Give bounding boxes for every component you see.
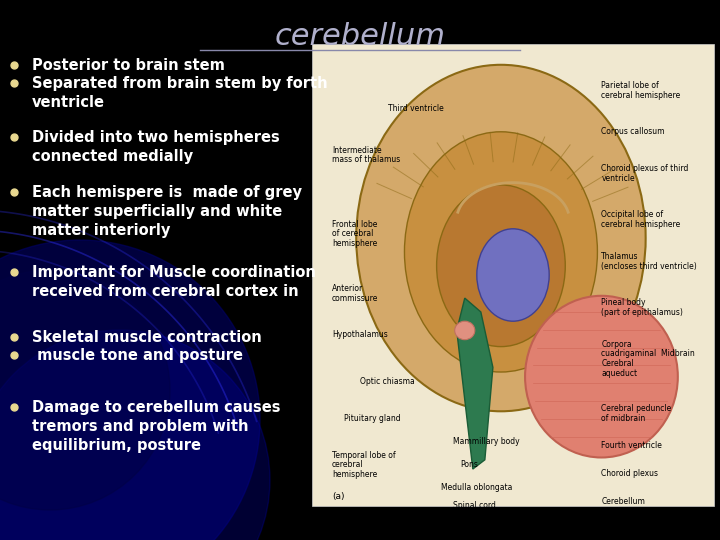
- Text: Pituitary gland: Pituitary gland: [344, 414, 401, 423]
- Text: Mammillary body: Mammillary body: [453, 437, 519, 445]
- Text: Skeletal muscle contraction: Skeletal muscle contraction: [32, 330, 262, 345]
- Text: Corpora
cuadrigaminal  Midbrain
Cerebral
aqueduct: Corpora cuadrigaminal Midbrain Cerebral …: [601, 340, 696, 378]
- Text: Pineal body
(part of epithalamus): Pineal body (part of epithalamus): [601, 298, 683, 317]
- Polygon shape: [456, 298, 493, 469]
- Text: Each hemispere is  made of grey
matter superficially and white
matter interiorly: Each hemispere is made of grey matter su…: [32, 185, 302, 238]
- Text: cerebellum: cerebellum: [274, 22, 446, 51]
- Text: Third ventricle: Third ventricle: [388, 104, 444, 113]
- Circle shape: [0, 240, 260, 540]
- Text: Spinal cord: Spinal cord: [453, 501, 495, 510]
- Text: (a): (a): [332, 492, 345, 501]
- Text: Anterior
commissure: Anterior commissure: [332, 284, 379, 303]
- Text: Corpus callosum: Corpus callosum: [601, 127, 665, 136]
- Ellipse shape: [477, 229, 549, 321]
- Text: Medulla oblongata: Medulla oblongata: [441, 483, 512, 492]
- Text: Posterior to brain stem: Posterior to brain stem: [32, 58, 225, 73]
- Bar: [312, 44, 714, 506]
- Text: Choroid plexus: Choroid plexus: [601, 469, 659, 478]
- Text: muscle tone and posture: muscle tone and posture: [32, 348, 243, 363]
- Text: Damage to cerebellum causes
tremors and problem with
equilibrium, posture: Damage to cerebellum causes tremors and …: [32, 400, 281, 454]
- Ellipse shape: [356, 65, 646, 411]
- Ellipse shape: [455, 321, 474, 340]
- Ellipse shape: [436, 185, 565, 347]
- Text: Intermediate
mass of thalamus: Intermediate mass of thalamus: [332, 146, 400, 164]
- Ellipse shape: [405, 132, 598, 372]
- Ellipse shape: [525, 296, 678, 457]
- Text: Optic chiasma: Optic chiasma: [360, 376, 415, 386]
- Circle shape: [0, 330, 270, 540]
- Text: Fourth ventricle: Fourth ventricle: [601, 441, 662, 450]
- Text: Parietal lobe of
cerebral hemisphere: Parietal lobe of cerebral hemisphere: [601, 81, 680, 100]
- Text: Important for Muscle coordination
received from cerebral cortex in: Important for Muscle coordination receiv…: [32, 265, 316, 299]
- Text: Cerebellum: Cerebellum: [601, 497, 645, 506]
- Text: Separated from brain stem by forth
ventricle: Separated from brain stem by forth ventr…: [32, 76, 328, 110]
- Text: Hypothalamus: Hypothalamus: [332, 330, 388, 340]
- Text: Choroid plexus of third
ventricle: Choroid plexus of third ventricle: [601, 164, 689, 183]
- Circle shape: [0, 270, 170, 510]
- Text: Temporal lobe of
cerebral
hemisphere: Temporal lobe of cerebral hemisphere: [332, 450, 396, 479]
- Text: Cerebral peduncle
of midbrain: Cerebral peduncle of midbrain: [601, 404, 672, 423]
- Text: Thalamus
(encloses third ventricle): Thalamus (encloses third ventricle): [601, 252, 697, 271]
- Text: Frontal lobe
of cerebral
hemisphere: Frontal lobe of cerebral hemisphere: [332, 220, 377, 248]
- Text: Occipital lobe of
cerebral hemisphere: Occipital lobe of cerebral hemisphere: [601, 210, 680, 229]
- Text: Divided into two hemispheres
connected medially: Divided into two hemispheres connected m…: [32, 130, 280, 164]
- Text: Pons: Pons: [461, 460, 479, 469]
